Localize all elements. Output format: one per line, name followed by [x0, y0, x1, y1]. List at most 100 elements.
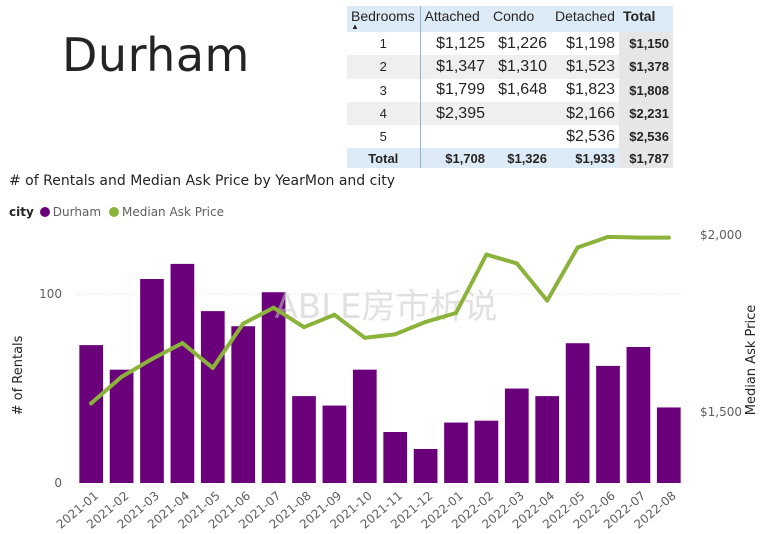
cell-total: $1,808	[619, 78, 673, 102]
total-condo: $1,326	[489, 148, 551, 169]
line-point-2021-05[interactable]	[210, 365, 215, 370]
chart-title: # of Rentals and Median Ask Price by Yea…	[9, 173, 395, 189]
cell-detached: $1,523	[551, 55, 619, 79]
line-point-2021-08[interactable]	[302, 325, 306, 330]
line-point-2022-06[interactable]	[606, 234, 610, 239]
y-axis-title: # of Rentals	[11, 335, 26, 415]
cell-attached: $2,395	[420, 101, 489, 126]
line-point-2021-12[interactable]	[423, 319, 428, 324]
cell-bedrooms: 1	[347, 32, 421, 56]
line-point-2022-02[interactable]	[484, 252, 489, 257]
line-point-2021-09[interactable]	[332, 312, 337, 317]
legend-label-median-ask-price: Median Ask Price	[122, 205, 224, 219]
bar-2021-09[interactable]	[322, 405, 347, 483]
bar-2021-08[interactable]	[292, 396, 316, 483]
line-point-2022-03[interactable]	[514, 261, 519, 266]
cell-total: $1,150	[619, 32, 673, 56]
cell-attached: $1,347	[420, 55, 489, 79]
bar-2022-07[interactable]	[626, 347, 651, 483]
line-point-2021-06[interactable]	[241, 321, 246, 326]
cell-condo: $1,648	[498, 81, 547, 99]
bar-2022-05[interactable]	[565, 343, 590, 483]
median-ask-price-line[interactable]	[89, 234, 671, 406]
table-row: 1 $1,125 $1,226 $1,198 $1,150	[347, 32, 673, 56]
header-bedrooms-label: Bedrooms	[351, 8, 415, 24]
line-point-2021-10[interactable]	[362, 335, 367, 340]
header-total[interactable]: Total	[619, 6, 673, 32]
bar-2022-04[interactable]	[535, 396, 560, 483]
legend-item-median-ask-price[interactable]: Median Ask Price	[109, 205, 224, 219]
legend-title: city	[9, 205, 34, 219]
y2-tick-label: $2,000	[700, 228, 742, 242]
cell-bedrooms: 2	[347, 55, 421, 79]
cell-attached: $1,799	[436, 81, 485, 99]
cell-condo	[489, 101, 551, 126]
bar-2022-02[interactable]	[474, 420, 499, 483]
line-point-2022-04[interactable]	[545, 298, 550, 303]
line-point-2022-07[interactable]	[636, 235, 641, 240]
cell-condo: $1,310	[489, 55, 551, 79]
bar-2021-06[interactable]	[231, 326, 256, 483]
y-tick-label: 100	[39, 287, 62, 301]
bar-2021-05[interactable]	[200, 311, 225, 483]
legend-swatch-durham	[39, 207, 50, 217]
table-row: 4 $2,395 $2,166 $2,231	[347, 101, 673, 126]
line-point-2021-07[interactable]	[271, 305, 276, 310]
line-point-2021-01[interactable]	[89, 401, 94, 406]
bar-2022-08[interactable]	[656, 407, 681, 483]
line-point-2021-11[interactable]	[393, 332, 398, 337]
cell-bedrooms: 5	[347, 125, 421, 149]
cell-detached: $2,536	[566, 127, 615, 145]
line-point-2021-02[interactable]	[119, 374, 124, 379]
header-detached[interactable]: Detached	[551, 6, 619, 32]
cell-detached: $1,198	[566, 34, 615, 52]
line-point-2022-01[interactable]	[454, 311, 458, 315]
header-condo[interactable]: Condo	[489, 6, 551, 32]
sort-asc-icon[interactable]: ▲	[351, 22, 359, 31]
total-detached: $1,933	[551, 148, 619, 169]
bar-2022-01[interactable]	[444, 422, 468, 483]
bar-2021-07[interactable]	[261, 292, 286, 483]
chart-legend: city Durham Median Ask Price	[9, 205, 232, 219]
bar-2022-06[interactable]	[596, 365, 620, 483]
header-bedrooms[interactable]: Bedrooms ▲	[347, 6, 421, 32]
legend-swatch-median-ask-price	[109, 207, 120, 217]
cell-bedrooms: 4	[347, 101, 421, 126]
cell-detached: $1,823	[566, 81, 615, 99]
total-attached: $1,708	[420, 148, 489, 169]
city-title: Durham	[62, 28, 250, 82]
table-row: 3 $1,799 $1,648 $1,823 $1,808	[347, 78, 673, 102]
cell-total: $1,378	[619, 55, 673, 79]
cell-condo: $1,226	[498, 34, 547, 52]
bar-2021-03[interactable]	[140, 279, 164, 483]
bar-2021-11[interactable]	[383, 432, 408, 483]
cell-attached: $1,125	[436, 34, 485, 52]
table-header-row: Bedrooms ▲ Attached Condo Detached Total	[347, 6, 673, 32]
y2-tick-label: $1,500	[700, 405, 742, 419]
y-tick-label: 0	[54, 476, 62, 490]
cell-total: $2,231	[619, 101, 673, 126]
legend-item-durham[interactable]: Durham	[39, 205, 102, 219]
table-row: 5 $2,536 $2,536	[347, 125, 673, 149]
line-point-2022-05[interactable]	[575, 245, 580, 250]
bar-2021-04[interactable]	[170, 263, 195, 483]
legend-label-durham: Durham	[52, 205, 102, 219]
cell-detached: $2,166	[551, 101, 619, 126]
bar-2021-02[interactable]	[109, 369, 134, 483]
total-grand: $1,787	[619, 148, 673, 169]
y2-axis-title: Median Ask Price	[744, 305, 759, 415]
line-point-2021-03[interactable]	[150, 357, 154, 362]
bar-2021-01[interactable]	[79, 345, 104, 483]
table-total-row: Total $1,708 $1,326 $1,933 $1,787	[347, 148, 673, 169]
bar-2022-03[interactable]	[504, 388, 529, 483]
cell-bedrooms: 3	[347, 78, 421, 102]
bar-2021-12[interactable]	[413, 449, 438, 483]
total-row-label: Total	[347, 148, 421, 169]
line-point-2022-08[interactable]	[666, 235, 671, 240]
bar-2021-10[interactable]	[352, 369, 377, 483]
line-point-2021-04[interactable]	[180, 341, 185, 346]
table-row: 2 $1,347 $1,310 $1,523 $1,378	[347, 55, 673, 79]
header-attached[interactable]: Attached	[420, 6, 489, 32]
cell-total: $2,536	[619, 125, 673, 149]
